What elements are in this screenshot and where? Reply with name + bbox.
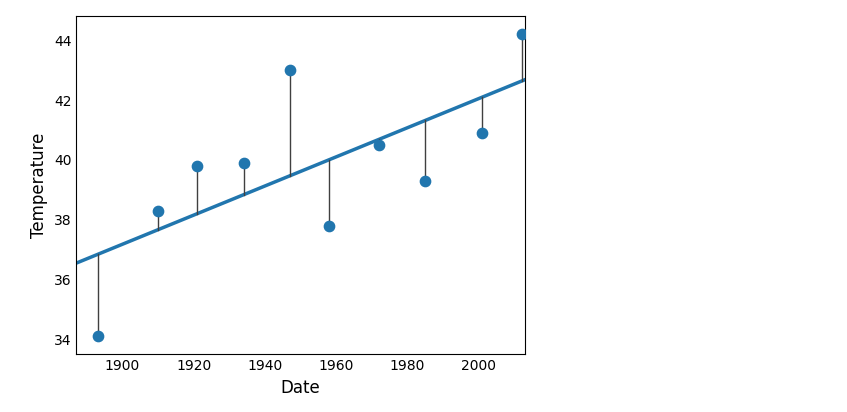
Point (323, 222, 336, 229)
Point (283, 67, 296, 74)
Point (515, 31, 529, 38)
Point (418, 178, 432, 184)
X-axis label: Date: Date (281, 379, 320, 397)
Y-axis label: Temperature: Temperature (30, 133, 48, 238)
Point (373, 142, 386, 148)
Point (91, 333, 104, 339)
Point (476, 130, 490, 136)
Point (237, 160, 251, 166)
Point (191, 163, 204, 169)
Point (152, 208, 165, 214)
